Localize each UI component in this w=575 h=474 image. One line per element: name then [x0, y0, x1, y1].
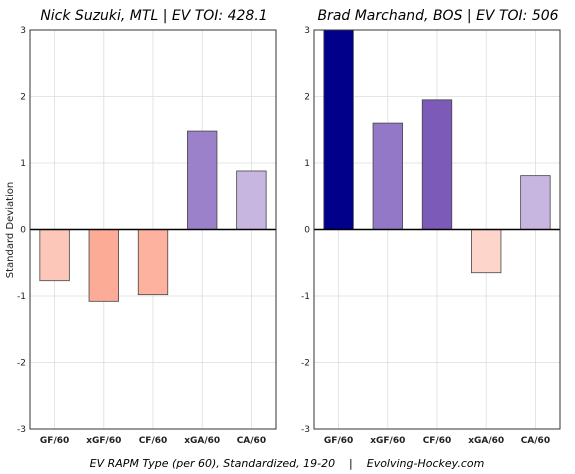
y-tick-label: -1 — [301, 292, 310, 302]
x-tick-label: xGF/60 — [370, 436, 405, 446]
bar-cf-per-60 — [421, 99, 453, 230]
x-tick-label: xGF/60 — [86, 436, 121, 446]
bar-ca-per-60 — [236, 170, 267, 230]
y-tick-label: -2 — [301, 359, 310, 369]
y-tick-label: 0 — [304, 226, 310, 236]
x-tick-label: GF/60 — [324, 436, 353, 446]
bar-xga-per-60 — [471, 229, 502, 274]
bar-gf-per-60 — [39, 229, 70, 282]
left-chart-panel: -3 -2 -1 0 1 2 3 GF/60 xGF/60 CF/60 xGA/60 CA/60 — [17, 26, 277, 446]
x-tick-label: CF/60 — [139, 436, 168, 446]
x-tick-label: xGA/60 — [468, 436, 504, 446]
left-chart-title: Nick Suzuki, MTL | EV TOI: 428.1 — [40, 8, 267, 24]
x-tick-label: xGA/60 — [184, 436, 220, 446]
y-tick-label: 3 — [20, 26, 26, 36]
y-tick-label: 2 — [20, 93, 26, 103]
bar-xgf-per-60 — [372, 122, 403, 230]
y-tick-label: 1 — [304, 159, 310, 169]
y-tick-label: -3 — [17, 425, 26, 435]
x-tick-label: CF/60 — [423, 436, 452, 446]
y-tick-label: -2 — [17, 359, 26, 369]
x-tick-label: GF/60 — [40, 436, 69, 446]
y-tick-label: 3 — [304, 26, 310, 36]
y-tick-label: 2 — [304, 93, 310, 103]
chart-caption: EV RAPM Type (per 60), Standardized, 19-… — [90, 457, 485, 470]
bar-gf-per-60 — [323, 29, 354, 230]
x-tick-label: CA/60 — [521, 436, 550, 446]
bar-xga-per-60 — [187, 130, 218, 230]
bar-cf-per-60 — [137, 229, 169, 296]
right-chart-title: Brad Marchand, BOS | EV TOI: 506 — [317, 8, 558, 24]
y-tick-label: 1 — [20, 159, 26, 169]
y-tick-label: 0 — [20, 226, 26, 236]
bar-xgf-per-60 — [88, 229, 119, 302]
plot-frame — [29, 29, 277, 430]
y-axis-label: Standard Deviation — [5, 182, 16, 279]
y-tick-label: -1 — [17, 292, 26, 302]
bar-ca-per-60 — [520, 175, 551, 230]
x-tick-label: CA/60 — [237, 436, 266, 446]
y-tick-label: -3 — [301, 425, 310, 435]
plot-frame — [313, 29, 561, 430]
right-chart-panel: -3 -2 -1 0 1 2 3 GF/60 xGF/60 CF/60 xGA/60 CA/60 — [301, 26, 561, 446]
